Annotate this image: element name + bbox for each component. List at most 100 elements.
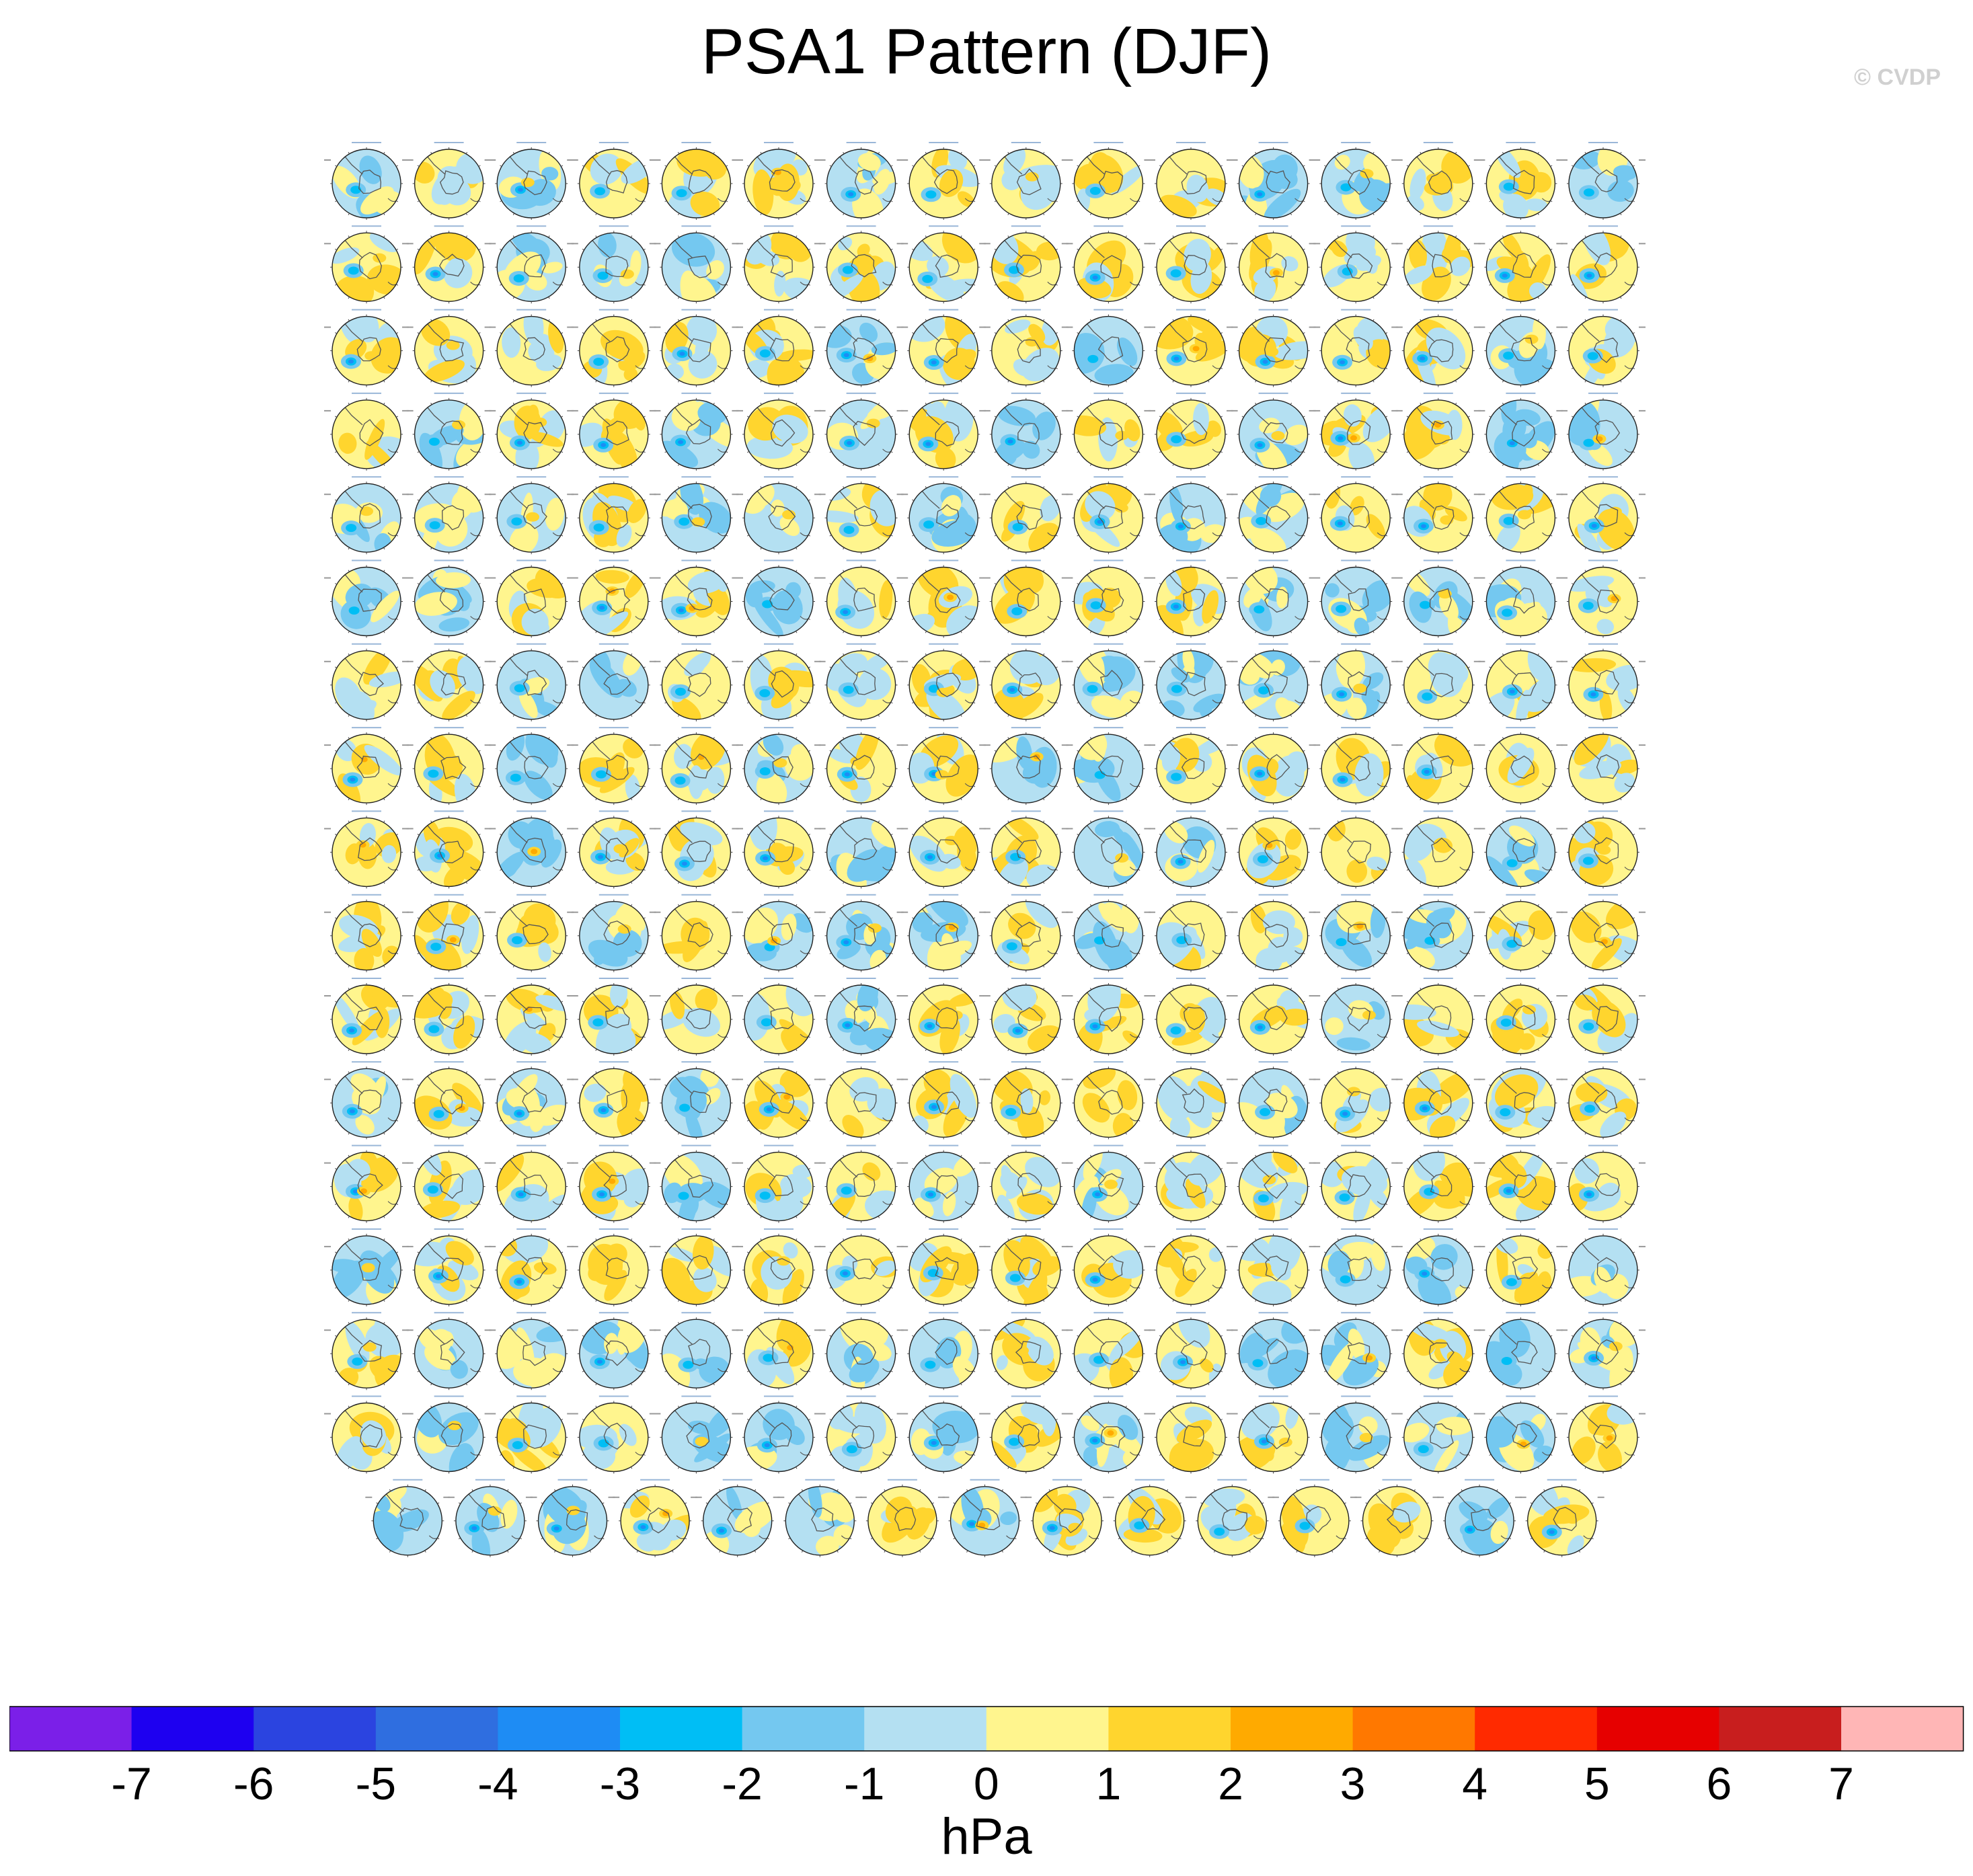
panel-map <box>901 1144 986 1223</box>
panel-map <box>489 978 574 1056</box>
panel-map <box>818 1228 904 1306</box>
panel-map <box>1519 1479 1604 1557</box>
panel-map <box>654 978 739 1056</box>
panel-map <box>818 559 904 638</box>
panel-map <box>1313 810 1399 889</box>
panel-map <box>1066 727 1151 806</box>
panel-map <box>1478 392 1563 471</box>
panel-map <box>324 559 409 638</box>
panel-map <box>1313 559 1399 638</box>
panel-map <box>571 727 656 806</box>
panel-map <box>571 1228 656 1306</box>
panel-map <box>1561 142 1646 220</box>
panel-map <box>736 1061 821 1140</box>
panel-map <box>489 1061 574 1140</box>
panel-map <box>1066 142 1151 220</box>
panel-map <box>1395 1061 1481 1140</box>
panel-map <box>489 142 574 220</box>
panel-map <box>406 225 492 304</box>
panel-map <box>1313 894 1399 972</box>
panel-map <box>1149 225 1233 304</box>
panel-map <box>901 225 986 304</box>
panel-map <box>1561 1312 1646 1391</box>
panel-map <box>818 810 904 889</box>
panel-map <box>654 810 739 889</box>
panel-map <box>942 1479 1028 1557</box>
panel-map <box>1561 1395 1646 1474</box>
panel-map <box>571 476 656 555</box>
panel-map <box>571 225 656 304</box>
panel-map <box>736 894 821 972</box>
page-title: PSA1 Pattern (DJF) <box>701 15 1272 87</box>
panel-map <box>736 1395 821 1474</box>
panel-map <box>1149 894 1233 972</box>
panel-map <box>901 1312 986 1391</box>
panel-map <box>1561 894 1646 972</box>
panel-map <box>983 559 1069 638</box>
panel-map <box>983 476 1069 555</box>
panel-map <box>818 225 904 304</box>
panel-map <box>489 1228 574 1306</box>
panel-map <box>489 727 574 806</box>
panel-map <box>1478 810 1563 889</box>
panel-map <box>324 1228 409 1306</box>
colorbar-swatch <box>1596 1707 1719 1751</box>
colorbar-tick-label: 5 <box>1584 1758 1610 1806</box>
panel-map <box>406 810 492 889</box>
panel-map <box>1149 309 1233 387</box>
panel-map <box>654 643 739 721</box>
panel-map <box>1231 1144 1316 1223</box>
panel-map <box>1395 727 1481 806</box>
panel-map <box>818 476 904 555</box>
panel-map <box>1478 1144 1563 1223</box>
panel-map <box>1066 1061 1151 1140</box>
panel-map <box>1395 225 1481 304</box>
panel-map <box>1395 476 1481 555</box>
panel-map <box>1395 559 1481 638</box>
panel-map <box>406 392 492 471</box>
panel-map <box>983 392 1069 471</box>
panel-map <box>1478 894 1563 972</box>
panel-map <box>818 1144 904 1223</box>
panel-map <box>736 810 821 889</box>
panel-map <box>1025 1479 1110 1557</box>
panel-map <box>1561 643 1646 721</box>
panel-map <box>571 309 656 387</box>
colorbar-swatch <box>131 1707 254 1751</box>
panel-map <box>983 978 1069 1056</box>
panel-map <box>654 392 739 471</box>
panel-map <box>1395 1395 1481 1474</box>
colorbar-swatch <box>1841 1707 1964 1751</box>
colorbar: -7 -6 -5 -4 -3 -2 -1 0 1 2 3 4 5 6 7 <box>9 1706 1964 1806</box>
panel-map <box>489 309 574 387</box>
colorbar-swatch <box>254 1707 377 1751</box>
panel-map <box>736 727 821 806</box>
panel-map <box>406 1228 492 1306</box>
cvdp-credit: © CVDP <box>1854 65 1941 90</box>
panel-map <box>489 225 574 304</box>
panel-map <box>324 894 409 972</box>
panel-map <box>983 1312 1069 1391</box>
panel-map <box>736 142 821 220</box>
colorbar-swatch <box>620 1707 743 1751</box>
panel-map <box>983 727 1069 806</box>
panel-map <box>489 643 574 721</box>
panel-map <box>1107 1479 1192 1557</box>
panel-map <box>1149 142 1233 220</box>
panel-map <box>1313 225 1399 304</box>
panel-map <box>1561 727 1646 806</box>
panel-map <box>1066 978 1151 1056</box>
panel-map <box>983 1144 1069 1223</box>
panel-map <box>736 1228 821 1306</box>
panel-map <box>1395 1228 1481 1306</box>
panel-map <box>1231 978 1316 1056</box>
panel-map <box>901 309 986 387</box>
panel-map <box>324 978 409 1056</box>
colorbar-swatch <box>1352 1707 1475 1751</box>
colorbar-tick-label: 3 <box>1340 1758 1366 1806</box>
panel-map <box>1478 727 1563 806</box>
panel-map <box>324 727 409 806</box>
panel-map <box>901 894 986 972</box>
panel-map <box>901 392 986 471</box>
colorbar-tick-label: -4 <box>477 1758 518 1806</box>
